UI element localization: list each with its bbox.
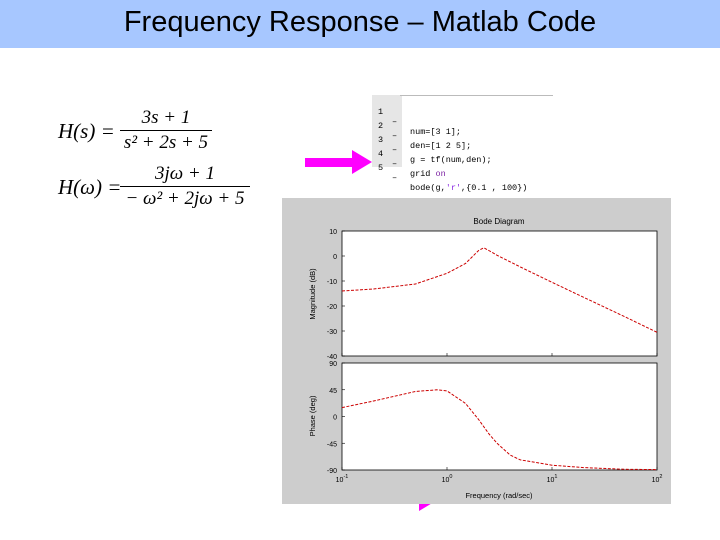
frequency-tick-labels: 10-1 100 101 102: [336, 353, 663, 484]
line-number: 2: [378, 121, 384, 131]
magnitude-tick-label: -10: [327, 279, 337, 286]
code-line: 4 – grid on: [372, 139, 446, 189]
equation-h-w-lhs: H(ω) =: [58, 175, 122, 199]
line-marker: –: [392, 159, 398, 169]
code-line: 2 – den=[1 2 5];: [372, 111, 471, 161]
line-number: 1: [378, 107, 384, 117]
magnitude-tick-labels: 10 0 -10 -20 -30 -40: [327, 229, 345, 361]
phase-tick-label: 90: [329, 361, 337, 368]
code-text-plain: bode(g,: [410, 183, 446, 193]
equation-h-s-lhs: H(s) =: [58, 119, 115, 143]
magnitude-plot: [341, 247, 658, 333]
arrow-to-code-icon: [305, 150, 372, 174]
slide-title: Frequency Response – Matlab Code: [123, 6, 597, 38]
phase-plot: [341, 389, 658, 471]
frequency-tick-label: 100: [442, 474, 453, 484]
phase-tick-label: -45: [327, 441, 337, 448]
equation-h-w-denominator: − ω² + 2jω + 5: [125, 188, 245, 209]
phase-ylabel: Phase (deg): [308, 395, 317, 436]
bode-xlabel: Frequency (rad/sec): [465, 491, 533, 500]
phase-tick-label: 45: [329, 388, 337, 395]
magnitude-tick-label: -20: [327, 304, 337, 311]
code-line: 3 – g = tf(num,den);: [372, 125, 492, 175]
code-text: g = tf(num,den);: [410, 155, 492, 165]
code-text: num=[3 1];: [410, 127, 462, 137]
code-top-border: [400, 95, 553, 96]
magnitude-tick-label: 0: [333, 254, 337, 261]
equation-h-s-numerator: 3s + 1: [141, 107, 191, 128]
code-keyword: on: [435, 169, 446, 179]
line-marker: –: [392, 131, 398, 141]
magnitude-ylabel: Magnitude (dB): [308, 268, 317, 320]
magnitude-tick-label: -30: [327, 329, 337, 336]
magnitude-axes: [341, 230, 658, 357]
bode-figure: Bode Diagram Magnitude (dB) Phase (deg) …: [282, 198, 671, 504]
code-editor: 1 – num=[3 1]; 2 – den=[1 2 5]; 3 – g = …: [372, 95, 553, 193]
code-string: 'r': [445, 183, 462, 193]
line-number: 5: [378, 163, 384, 173]
phase-axes: [341, 362, 658, 471]
equation-h-w-fraction: 3jω + 1 − ω² + 2jω + 5: [120, 163, 250, 210]
phase-tick-label: 0: [333, 415, 337, 422]
frequency-tick-label: 10-1: [336, 474, 349, 484]
line-marker: –: [392, 145, 398, 155]
code-text: bode(g,'r',{0.1 , 100}): [410, 183, 527, 193]
magnitude-tick-label: -40: [327, 354, 337, 361]
code-line: 1 – num=[3 1];: [372, 97, 461, 147]
bode-title: Bode Diagram: [473, 217, 524, 226]
code-gutter: [372, 95, 402, 167]
phase-tick-labels: 90 45 0 -45 -90: [327, 361, 345, 475]
line-number: 4: [378, 149, 384, 159]
title-bar: [0, 0, 720, 48]
equation-h-w-numerator: 3jω + 1: [154, 163, 215, 184]
code-text-plain: grid: [410, 169, 436, 179]
code-text: den=[1 2 5];: [410, 141, 472, 151]
line-marker: –: [392, 173, 398, 183]
code-text: grid on: [410, 169, 446, 179]
code-text-tail: ,{0.1 , 100}): [461, 183, 528, 193]
code-line: 5 – bode(g,'r',{0.1 , 100}): [372, 153, 527, 203]
frequency-tick-label: 102: [652, 474, 663, 484]
phase-tick-label: -90: [327, 468, 337, 475]
line-number: 3: [378, 135, 384, 145]
magnitude-tick-label: 10: [329, 229, 337, 236]
magnitude-line: [341, 247, 658, 333]
frequency-tick-label: 101: [547, 474, 558, 484]
equation-h-s-denominator: s² + 2s + 5: [123, 132, 209, 153]
equation-h-s-fraction: 3s + 1 s² + 2s + 5: [120, 107, 212, 154]
line-marker: –: [392, 117, 398, 127]
bode-diagram: Bode Diagram Magnitude (dB) Phase (deg) …: [308, 217, 663, 500]
